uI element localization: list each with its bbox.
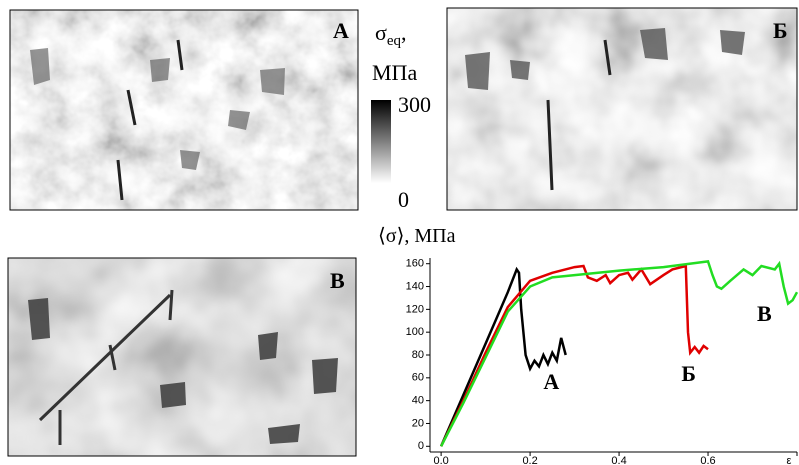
y-tick-label: 20 (412, 417, 424, 429)
series-label: В (757, 301, 772, 326)
panel-c: В (8, 258, 356, 456)
y-tick-label: 120 (406, 303, 424, 315)
line (441, 269, 566, 446)
colorbar-tick-label: 0 (398, 187, 409, 212)
panel-label: А (333, 18, 349, 43)
x-tick-label: 0.4 (611, 455, 626, 465)
x-tick-label: 0.0 (433, 455, 448, 465)
colorbar-tick-label: 300 (398, 92, 431, 117)
y-tick-label: 40 (412, 395, 424, 407)
y-tick-label: 60 (412, 372, 424, 384)
panel-label: В (330, 268, 345, 293)
y-axis-label: ⟨σ⟩, МПа (378, 225, 456, 247)
colorbar-symbol: σeq, (375, 20, 407, 49)
panel-a: А (10, 10, 358, 210)
colorbar-unit: МПа (372, 60, 417, 85)
y-tick-label: 160 (406, 258, 424, 270)
x-tick-label: 0.2 (522, 455, 537, 465)
line (441, 261, 797, 446)
y-tick-label: 140 (406, 280, 424, 292)
figure: А Б В σeq, МПа ⟨σ⟩, МПа 0 300 0 20 40 60 80 100… (0, 0, 799, 465)
series-label: Б (681, 361, 696, 386)
panel-b: Б (447, 8, 797, 210)
x-tick-label: ε (787, 455, 792, 465)
series-label: А (543, 369, 559, 394)
x-tick-label: 0.6 (700, 455, 715, 465)
y-tick-label: 0 (418, 440, 424, 452)
panel-label: Б (773, 18, 788, 43)
y-tick-label: 100 (406, 326, 424, 338)
y-tick-label: 80 (412, 349, 424, 361)
